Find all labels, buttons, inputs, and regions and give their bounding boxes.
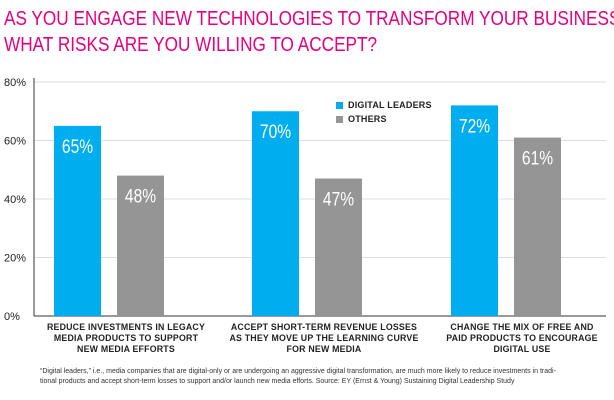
category-label-line: REDUCE INVESTMENTS IN LEGACY [46,322,206,332]
bar-value-label: 61% [522,147,553,169]
category-label-line: DIGITAL USE [493,344,551,354]
footnote: “Digital leaders,” i.e., media companies… [40,367,610,387]
category-label-line: AS THEY MOVE UP THE LEARNING CURVE [229,333,419,343]
chart-title-line-2: WHAT RISKS ARE YOU WILLING TO ACCEPT? [4,34,378,56]
y-tick-label: 0% [4,311,20,323]
category-label-line: PAID PRODUCTS TO ENCOURAGE [446,333,598,343]
footnote-line-1: “Digital leaders,” i.e., media companies… [40,368,556,375]
category-label-line: ACCEPT SHORT-TERM REVENUE LOSSES [230,322,418,332]
legend-label-digital-leaders: DIGITAL LEADERS [348,100,432,110]
bar-others [514,137,561,316]
category-label-line: MEDIA PRODUCTS TO SUPPORT [53,333,199,343]
legend-item-digital-leaders: DIGITAL LEADERS [336,98,432,112]
bar-value-label: 48% [125,185,156,207]
y-tick-label: 20% [4,253,26,265]
bar-digital-leaders [54,125,101,316]
legend-label-others: OTHERS [348,114,387,124]
chart-legend: DIGITAL LEADERS OTHERS [336,98,432,126]
legend-swatch-digital-leaders [336,101,343,109]
y-tick-label: 40% [4,194,26,206]
legend-swatch-others [336,115,343,123]
bar-others [117,175,164,316]
bar-value-label: 47% [323,188,354,210]
chart-title-line-1: AS YOU ENGAGE NEW TECHNOLOGIES TO TRANSF… [4,8,614,30]
category-label-change-mix: CHANGE THE MIX OF FREE AND PAID PRODUCTS… [427,322,614,355]
bar-digital-leaders [451,105,498,317]
category-label-line: FOR NEW MEDIA [286,344,362,354]
y-tick-label: 80% [4,77,26,89]
category-label-accept-losses: ACCEPT SHORT-TERM REVENUE LOSSES AS THEY… [229,322,419,355]
legend-item-others: OTHERS [336,112,432,126]
bar-value-label: 70% [260,121,291,143]
footnote-line-2: tional products and accept short-term lo… [40,378,515,385]
y-tick-label: 60% [4,136,26,148]
category-label-line: NEW MEDIA EFFORTS [77,344,175,354]
category-label-reduce-investments: REDUCE INVESTMENTS IN LEGACY MEDIA PRODU… [31,322,221,355]
category-label-line: CHANGE THE MIX OF FREE AND [450,322,594,332]
bar-digital-leaders [252,111,299,316]
bar-value-label: 72% [459,115,490,137]
bar-others [315,178,362,316]
bar-value-label: 65% [62,135,93,157]
chart-title: AS YOU ENGAGE NEW TECHNOLOGIES TO TRANSF… [4,6,614,58]
